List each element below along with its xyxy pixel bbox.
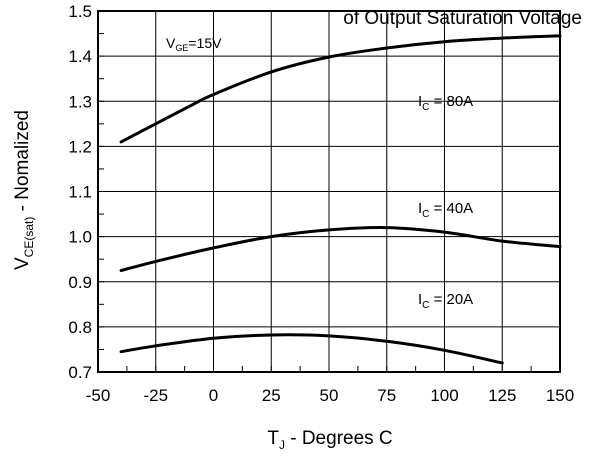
x-tick-label: -25 [143, 386, 168, 405]
series-line-80a [119, 34, 562, 144]
y-tick-label: 1.1 [68, 183, 92, 202]
x-tick-label: 50 [320, 386, 339, 405]
y-tick-label: 1.0 [68, 228, 92, 247]
x-tick-label: -50 [86, 386, 111, 405]
x-axis-label: TJ - Degrees C [267, 428, 392, 452]
x-tick-label: 25 [262, 386, 281, 405]
y-tick-label: 1.5 [68, 2, 92, 21]
series-label-40a: IC = 40A [418, 200, 473, 220]
x-tick-label: 75 [377, 386, 396, 405]
y-tick-label: 1.3 [68, 92, 92, 111]
x-tick-labels: -50 -25 0 25 50 75 100 125 150 [86, 386, 574, 405]
y-tick-label: 0.9 [68, 273, 92, 292]
series-lines [119, 34, 562, 365]
condition-label: VGE=15V [166, 35, 222, 53]
y-tick-label: 1.4 [68, 47, 92, 66]
series-line-40a [119, 226, 562, 272]
x-tick-label: 125 [488, 386, 516, 405]
y-axis-label: VCE(sat) - Nomalized [12, 110, 36, 270]
chart-title: of Output Saturation Voltage [343, 8, 582, 29]
y-tick-label: 0.7 [68, 363, 92, 382]
x-tick-label: 100 [430, 386, 458, 405]
y-tick-label: 1.2 [68, 137, 92, 156]
y-tick-labels: 0.7 0.8 0.9 1.0 1.1 1.2 1.3 1.4 1.5 [68, 2, 92, 382]
grid-lines [97, 10, 561, 373]
y-tick-label: 0.8 [68, 318, 92, 337]
x-tick-label: 0 [209, 386, 218, 405]
axis-ticks [97, 10, 561, 373]
series-label-80a: IC = 80A [418, 93, 473, 113]
series-label-20a: IC = 20A [418, 291, 473, 311]
series-line-20a [119, 333, 504, 365]
x-tick-label: 150 [546, 386, 574, 405]
